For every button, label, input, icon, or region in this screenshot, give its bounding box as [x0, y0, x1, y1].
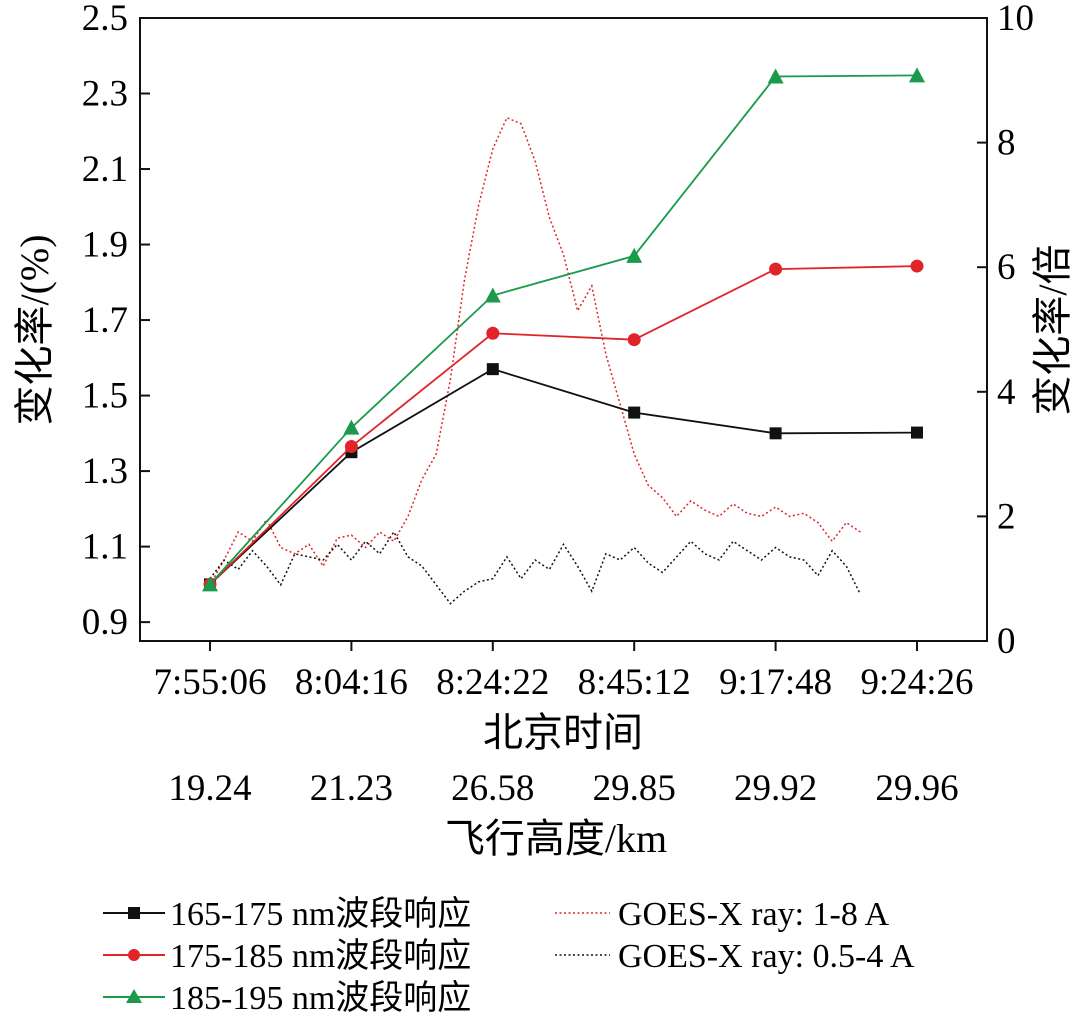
legend-item-175: 175-185 nm波段响应: [103, 937, 471, 975]
data-point-circle: [486, 326, 500, 340]
y2-tick-label: 8: [997, 123, 1016, 164]
data-point-circle: [910, 259, 924, 273]
x2-axis-title: 飞行高度/km: [445, 816, 667, 861]
data-point-square: [486, 363, 499, 376]
data-point-circle: [344, 440, 358, 454]
x-tick-label: 8:04:16: [295, 662, 408, 703]
legend-item-goes-1-8: GOES-X ray: 1-8 A: [555, 896, 889, 933]
x-axis-title: 北京时间: [483, 710, 643, 755]
y-tick-label: 1.5: [82, 376, 128, 417]
data-point-triangle: [626, 247, 643, 263]
data-point-triangle: [343, 419, 360, 435]
x-tick-label: 9:17:48: [719, 662, 832, 703]
x-tick-label: 7:55:06: [153, 662, 266, 703]
data-point-square: [628, 406, 641, 419]
x2-tick-label: 29.85: [593, 768, 676, 809]
data-point-triangle: [202, 576, 218, 592]
x2-tick-label: 29.92: [734, 768, 817, 809]
y-tick-label: 1.7: [82, 300, 128, 341]
legend-item-165: 165-175 nm波段响应: [103, 895, 471, 933]
data-point-triangle: [484, 287, 501, 303]
goes-series-line-1: [209, 530, 862, 605]
data-point-square: [769, 427, 782, 440]
x2-tick-label: 19.24: [168, 768, 251, 809]
legend-label-goes-0.5-4: GOES-X ray: 0.5-4 A: [618, 938, 915, 975]
legend-label-175: 175-185 nm波段响应: [170, 937, 471, 975]
y-tick-label: 1.3: [82, 451, 128, 492]
y2-tick-label: 2: [997, 496, 1016, 537]
data-point-square: [911, 426, 923, 439]
y-tick-label: 1.1: [82, 527, 128, 568]
data-point-circle: [769, 262, 783, 276]
data-point-triangle: [767, 68, 784, 84]
goes-series-line-0: [209, 116, 861, 586]
x2-tick-label: 29.96: [875, 768, 958, 809]
y2-tick-label: 10: [997, 0, 1034, 39]
y-tick-label: 0.9: [82, 602, 128, 643]
legend: 165-175 nm波段响应 175-185 nm波段响应 185-195 nm…: [103, 895, 915, 1017]
data-point-circle: [627, 333, 641, 347]
x2-tick-label: 26.58: [451, 768, 534, 809]
y-axis-title: 变化率/(%): [12, 234, 57, 425]
y-tick-label: 2.1: [82, 149, 128, 190]
y2-tick-label: 0: [997, 621, 1016, 662]
data-point-triangle: [909, 67, 925, 83]
series-line-1: [209, 265, 918, 586]
x2-tick-label: 21.23: [310, 768, 393, 809]
y-tick-label: 2.5: [82, 0, 128, 39]
y-tick-label: 2.3: [82, 74, 128, 115]
legend-label-185: 185-195 nm波段响应: [170, 979, 471, 1017]
series-line-2: [209, 74, 918, 586]
y2-tick-label: 4: [997, 372, 1016, 413]
legend-item-185: 185-195 nm波段响应: [103, 979, 471, 1017]
y-tick-label: 1.9: [82, 225, 128, 266]
legend-label-165: 165-175 nm波段响应: [170, 895, 471, 933]
series-line-0: [209, 368, 918, 586]
x-tick-label: 9:24:26: [860, 662, 973, 703]
x-tick-label: 8:24:22: [436, 662, 549, 703]
y2-axis-title: 变化率/倍: [1030, 244, 1075, 415]
y2-tick-label: 6: [997, 247, 1016, 288]
legend-label-goes-1-8: GOES-X ray: 1-8 A: [618, 896, 889, 933]
plot-frame: [139, 17, 988, 642]
legend-item-goes-0.5-4: GOES-X ray: 0.5-4 A: [555, 938, 915, 975]
x-tick-label: 8:45:12: [578, 662, 691, 703]
